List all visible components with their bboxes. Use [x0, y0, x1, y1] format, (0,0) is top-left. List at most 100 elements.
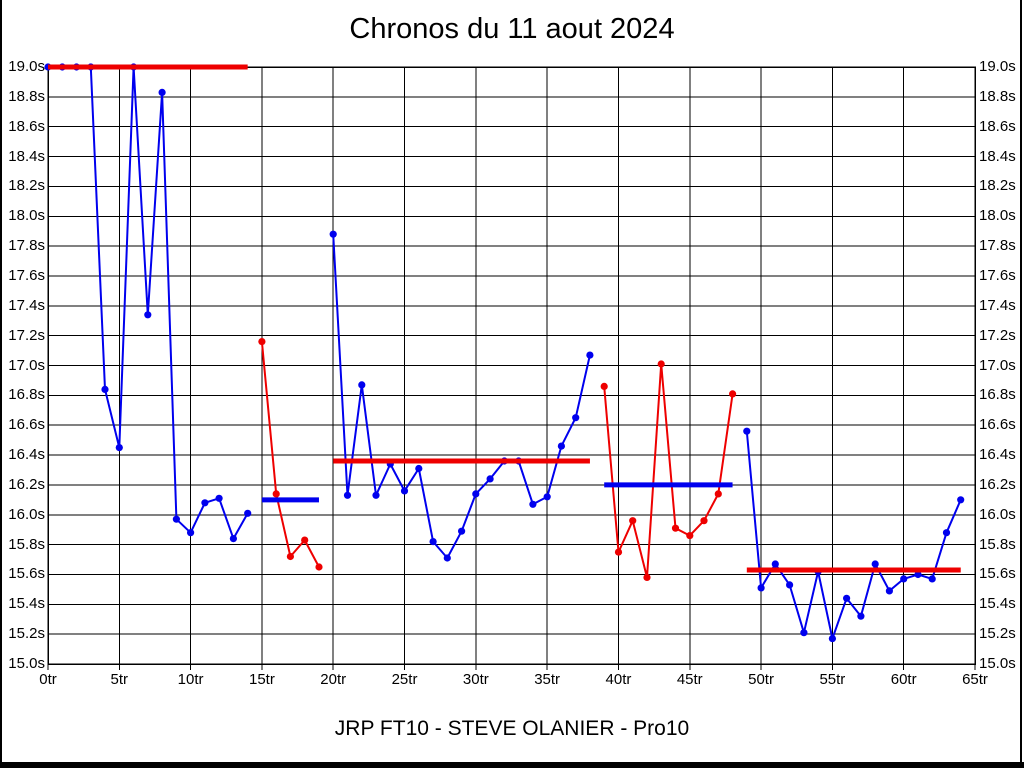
y-tick-label-right: 19.0s [979, 58, 1016, 75]
data-point [629, 517, 637, 525]
bottom-bar [0, 762, 1024, 768]
y-tick-label-left: 16.6s [8, 416, 45, 434]
y-tick-label-left: 15.2s [8, 625, 45, 643]
y-tick-label-right: 15.4s [979, 595, 1016, 613]
data-point [472, 490, 480, 498]
x-tick-label: 50tr [748, 671, 774, 688]
y-tick-label-left: 16.2s [8, 475, 45, 493]
y-tick-label-left: 17.6s [8, 266, 45, 284]
series-line-run-5 [745, 431, 962, 640]
y-tick-label-right: 18.4s [979, 147, 1016, 165]
data-point [529, 500, 537, 508]
y-tick-label-left: 18.8s [8, 87, 45, 105]
data-point [458, 527, 466, 535]
left-border [0, 0, 2, 768]
data-point [315, 563, 323, 571]
y-tick-label-right: 18.2s [979, 177, 1016, 195]
data-point [229, 535, 237, 543]
y-tick-label-right: 15.6s [979, 565, 1016, 583]
data-point [729, 390, 737, 398]
data-point [942, 529, 951, 537]
y-tick-label-right: 16.4s [979, 446, 1016, 464]
y-tick-label-left: 18.2s [8, 177, 45, 195]
x-tick-label: 30tr [462, 671, 489, 688]
data-point [486, 475, 494, 483]
data-point [158, 88, 166, 96]
data-point [786, 581, 794, 589]
y-tick-label-left: 17.4s [8, 296, 45, 314]
data-point [600, 382, 608, 390]
data-point [885, 587, 894, 595]
y-tick-label-left: 18.4s [8, 147, 45, 165]
x-tick-label: 25tr [391, 671, 418, 688]
y-tick-label-right: 15.8s [979, 535, 1016, 553]
data-point [871, 560, 879, 568]
data-point [686, 532, 694, 540]
data-point [586, 351, 594, 359]
y-tick-label-left: 15.0s [8, 655, 45, 672]
data-point [671, 524, 680, 532]
data-point [400, 487, 409, 495]
data-point [714, 490, 722, 498]
y-tick-label-right: 18.0s [979, 207, 1016, 225]
series-line-run-1 [48, 66, 249, 540]
plot-frame [47, 66, 976, 665]
x-tick-label: 35tr [534, 671, 561, 688]
x-tick-label: 55tr [819, 671, 846, 688]
data-point [957, 496, 965, 504]
data-point [286, 552, 294, 561]
x-tick-label: 5tr [110, 671, 129, 688]
chart-caption: JRP FT10 - STEVE OLANIER - Pro10 [334, 717, 690, 740]
y-tick-label-left: 17.2s [8, 326, 45, 344]
data-point [572, 414, 580, 422]
data-point [429, 538, 437, 546]
y-tick-label-left: 18.0s [8, 207, 45, 225]
data-point [914, 570, 922, 579]
data-point [543, 493, 551, 501]
data-point [928, 575, 936, 583]
y-tick-label-left: 15.6s [8, 565, 45, 583]
x-tick-label: 0tr [39, 671, 57, 688]
data-point [828, 635, 837, 643]
data-point [115, 444, 123, 452]
data-point [743, 427, 751, 435]
y-tick-label-right: 16.8s [979, 386, 1016, 404]
x-tick-label: 45tr [676, 671, 703, 688]
data-point [657, 360, 665, 368]
x-tick-label: 20tr [320, 671, 347, 688]
y-tick-label-right: 17.0s [979, 356, 1016, 374]
data-point [757, 584, 765, 592]
series-line-run-2 [260, 341, 320, 568]
y-tick-label-right: 16.6s [979, 416, 1016, 434]
data-point [415, 464, 423, 473]
data-point [372, 491, 380, 499]
x-tick-label: 15tr [248, 671, 275, 688]
chart-title: Chronos du 11 aout 2024 [349, 13, 675, 45]
data-point [900, 575, 908, 583]
y-tick-label-left: 15.8s [8, 535, 45, 553]
y-tick-label-left: 16.4s [8, 446, 45, 464]
y-tick-label-right: 15.2s [979, 625, 1016, 643]
y-tick-label-left: 16.0s [8, 505, 45, 523]
y-tick-label-right: 17.4s [979, 296, 1016, 314]
data-point [329, 230, 337, 238]
y-tick-label-right: 18.6s [979, 117, 1016, 135]
data-point [272, 490, 280, 498]
right-border [1020, 0, 1022, 768]
data-point [187, 529, 195, 537]
y-tick-label-right: 17.6s [979, 266, 1016, 284]
data-point [857, 612, 865, 620]
series-line-run-3 [332, 234, 591, 559]
data-point [643, 573, 651, 582]
y-tick-label-right: 15.0s [979, 655, 1016, 672]
data-point [614, 548, 623, 556]
data-point [172, 515, 180, 523]
data-point [215, 494, 223, 502]
y-tick-label-left: 16.8s [8, 386, 45, 404]
y-tick-label-right: 17.8s [979, 237, 1016, 255]
y-tick-label-left: 18.6s [8, 117, 45, 135]
y-tick-label-left: 15.4s [8, 595, 45, 613]
x-tick-label: 65tr [962, 671, 988, 688]
data-point [101, 385, 109, 393]
